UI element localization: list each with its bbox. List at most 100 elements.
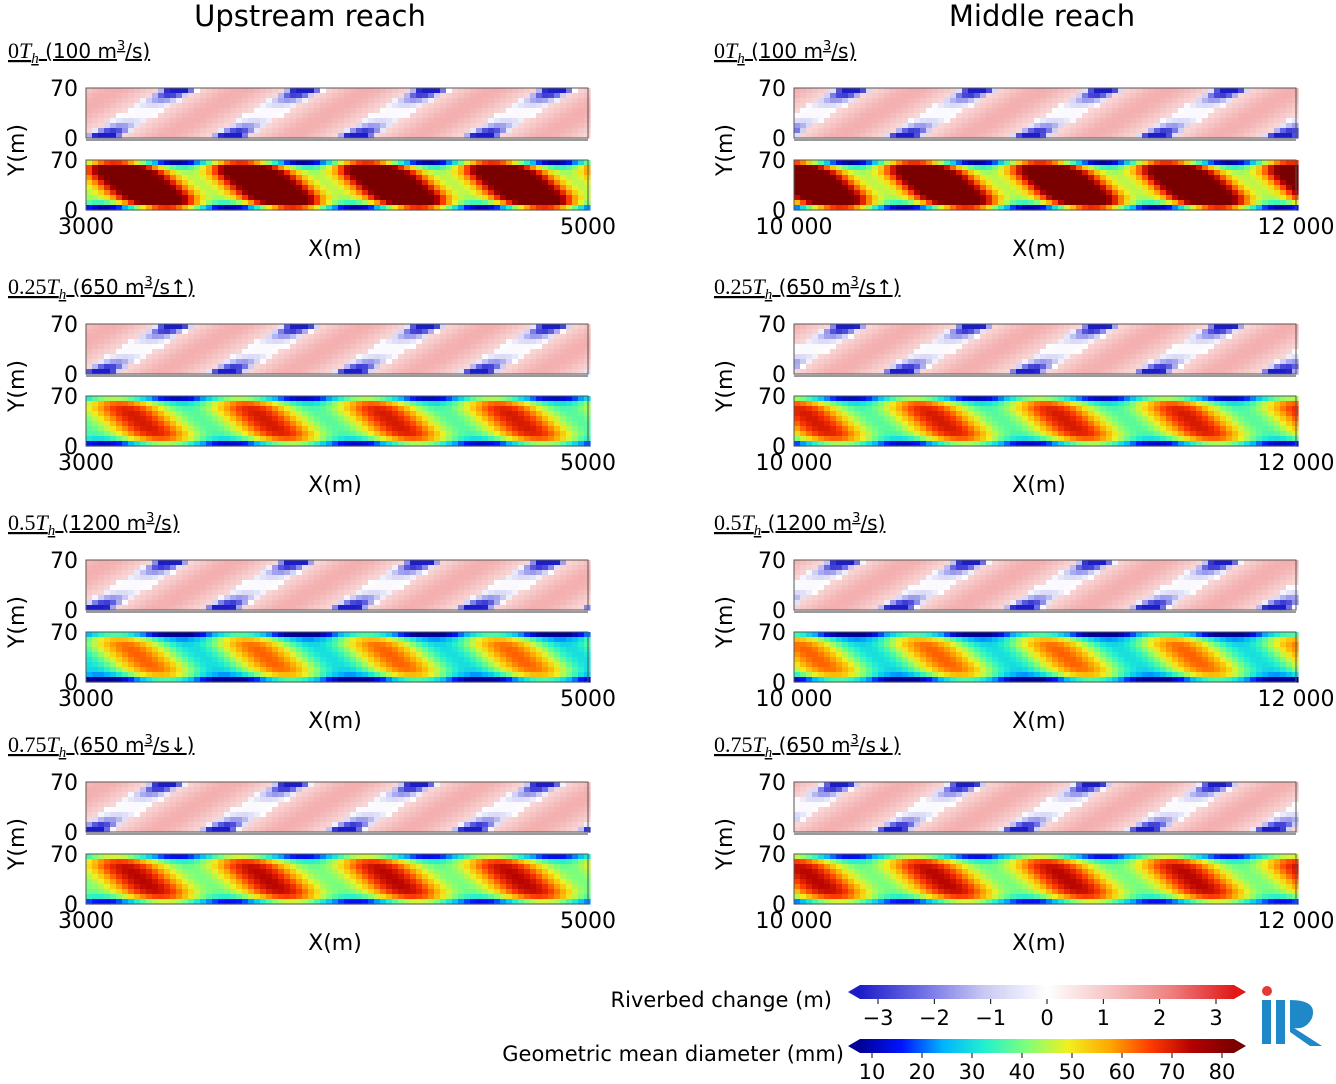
stage-label-unit: T [725,38,739,63]
y-axis-label: Y(m) [713,124,738,177]
y-tick-label: 70 [758,149,786,174]
y-tick-label: 70 [50,771,78,796]
y-axis-label: Y(m) [5,360,30,413]
colorbar-label: Riverbed change (m) [611,988,832,1012]
stage-label: 0Th (100 m3/s) [714,38,856,67]
y-axis-label: Y(m) [713,360,738,413]
stage-label-unit: T [753,732,767,757]
y-tick-label: 70 [50,621,78,646]
x-tick-label: 5000 [560,451,616,476]
colorbar-tick-label: 0 [1040,1006,1053,1030]
y-tick-label: 0 [772,199,786,224]
colorbar-max-arrow [1234,1039,1246,1053]
stage-label-unit: T [742,510,756,535]
colorbar-tick-label: 80 [1209,1060,1236,1084]
stage-label-sub: h [765,287,773,303]
x-tick-label: 10 000 [756,909,833,934]
riverbed-change-map [794,782,1299,833]
stage-label-discharge: (100 m [39,39,117,63]
colorbar-tick-label: 3 [1209,1006,1222,1030]
stage-label-unit: T [47,274,61,299]
stage-label-sub: h [737,51,745,67]
stage-label-close: ) [893,733,901,757]
stage-label-prefix: 0.5 [8,510,36,535]
stage-label-arrow: ↓ [170,733,187,757]
grain-diameter-map [794,396,1299,447]
stage-label-prefix: 0.75 [8,732,47,757]
x-axis-label: X(m) [308,237,362,262]
colorbar-legend: Riverbed change (m) −3 −2 −1 0 1 2 3 Geometric m… [502,985,1246,1084]
y-tick-label: 0 [64,127,78,152]
stage-label: 0Th (100 m3/s) [8,38,150,67]
colorbar-tick-label: 1 [1097,1006,1110,1030]
stage-label-sub: h [754,523,762,539]
stage-label-unit: T [753,274,767,299]
logo-text: iiR [1267,1069,1268,1071]
x-axis-label: X(m) [1012,237,1066,262]
colorbar-tick-label: −2 [919,1006,950,1030]
y-tick-label: 0 [64,893,78,918]
grain-diameter-map [794,160,1299,211]
x-tick-label: 12 000 [1258,687,1335,712]
grain-diameter-map [86,854,591,905]
stage-label-sup: 3 [850,733,858,748]
y-tick-label: 70 [758,771,786,796]
stage-label: 0.75Th (650 m3/s↓) [714,732,900,761]
y-tick-label: 70 [50,313,78,338]
grain-frame [85,395,589,447]
stage-label-prefix: 0.75 [714,732,753,757]
x-tick-label: 3000 [58,451,114,476]
y-axis-label: Y(m) [5,818,30,871]
y-tick-label: 0 [64,599,78,624]
y-tick-label: 0 [772,363,786,388]
colorbar-tick-label: −1 [975,1006,1006,1030]
x-tick-label: 12 000 [1258,909,1335,934]
colorbar-label: Geometric mean diameter (mm) [502,1042,844,1066]
y-tick-label: 70 [758,77,786,102]
y-axis-label: Y(m) [713,818,738,871]
x-tick-label: 5000 [560,909,616,934]
y-tick-label: 0 [772,671,786,696]
upstream-title: Upstream reach [194,0,426,33]
colorbar-tick-label: 60 [1109,1060,1136,1084]
stage-label: 0.5Th (1200 m3/s) [8,510,179,539]
grain-frame [793,395,1297,447]
x-tick-label: 10 000 [756,451,833,476]
riverbed-frame [793,87,1297,139]
stage-label: 0.75Th (650 m3/s↓) [8,732,194,761]
riverbed-change-map [86,560,591,611]
y-tick-label: 0 [64,363,78,388]
stage-label-sup: 3 [144,733,152,748]
grain-diameter-map [86,396,591,447]
colorbar-min-arrow [848,1039,860,1053]
riverbed-frame [85,323,589,375]
y-tick-label: 0 [772,821,786,846]
grain-frame [793,853,1297,905]
stage-label-prefix: 0.5 [714,510,742,535]
x-tick-label: 3000 [58,909,114,934]
stage-label-sub: h [59,287,67,303]
stage-label-prefix: 0.25 [714,274,753,299]
stage-label-discharge: (650 m [66,733,144,757]
x-tick-label: 12 000 [1258,215,1335,240]
y-tick-label: 70 [758,313,786,338]
stage-label-close: ) [893,275,901,299]
y-tick-label: 70 [50,385,78,410]
y-tick-label: 70 [758,549,786,574]
stage-label-sub: h [48,523,56,539]
stage-label-sup: 3 [850,275,858,290]
colorbar: Riverbed change (m) −3 −2 −1 0 1 2 3 [611,985,1246,1030]
stage-label-sub: h [31,51,39,67]
riverbed-change-map [794,88,1299,139]
middle-title: Middle reach [949,0,1135,33]
stage-label-end: /s [153,275,170,299]
logo-dot-icon [1262,986,1272,996]
logo-r-icon [1290,1000,1322,1046]
iir-logo: iiR [1262,986,1322,1071]
